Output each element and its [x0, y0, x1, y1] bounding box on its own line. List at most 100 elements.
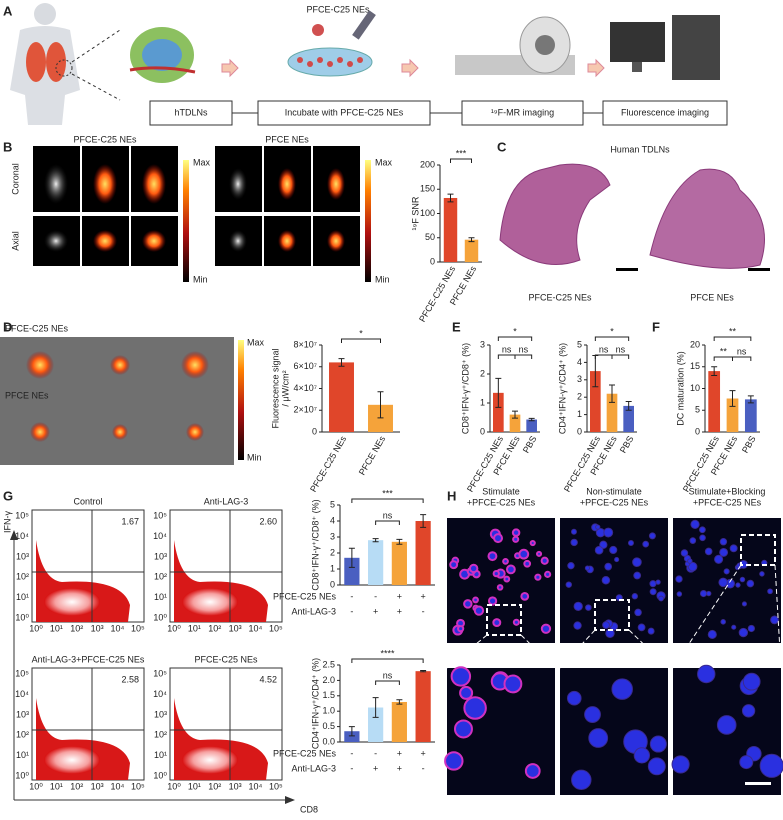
- cell: [687, 558, 693, 564]
- flow-tick: 10³: [91, 781, 104, 791]
- cell: [739, 755, 754, 770]
- treatment-sign: +: [420, 748, 425, 758]
- y-axis-label: Fluorescence signal: [270, 348, 280, 428]
- cell: [357, 57, 363, 63]
- error-bar: [420, 514, 427, 528]
- nanoemulsion: [312, 24, 324, 36]
- flow-tick: 10⁵: [269, 623, 283, 633]
- cell: [604, 562, 613, 571]
- significance: ns: [383, 670, 393, 680]
- y-tick-label: 1: [330, 563, 335, 573]
- step-label: Incubate with PFCE-C25 NEs: [285, 107, 404, 117]
- cell: [735, 582, 741, 588]
- cell: [687, 561, 698, 572]
- y-tick-label: 4: [577, 357, 582, 367]
- cell: [535, 550, 543, 557]
- cell: [759, 571, 765, 577]
- colorbar: [365, 160, 371, 282]
- cell: [658, 595, 664, 602]
- treatment-sign: +: [397, 763, 402, 773]
- y-tick-label: 2.5: [322, 659, 335, 669]
- flow-tick: 10⁰: [167, 623, 181, 633]
- bar: [606, 393, 618, 432]
- error-bar: [372, 697, 379, 718]
- treatment-sign: +: [397, 748, 402, 758]
- condition-title: Non-stimulate: [586, 486, 642, 496]
- tissue: [649, 168, 765, 269]
- flow-tick: 10⁵: [15, 511, 29, 521]
- group-title: PFCE NEs: [265, 134, 309, 144]
- cell: [634, 608, 642, 617]
- x-tick-label: PBS: [521, 434, 539, 455]
- y-tick-label: 5: [695, 405, 700, 415]
- quadrant-percent: 1.67: [121, 516, 139, 526]
- mri-signal: [142, 230, 166, 252]
- condition-title: +PFCE-C25 NEs: [467, 497, 536, 507]
- cell: [729, 544, 738, 553]
- significance: ****: [380, 648, 395, 658]
- y-axis-label: ¹⁹F SNR: [410, 196, 420, 230]
- y-tick-label: 2.0: [322, 675, 335, 685]
- panel-label: D: [3, 319, 12, 334]
- flow-tick: 10³: [16, 551, 29, 561]
- cell: [675, 575, 683, 583]
- treatment-name: PFCE-C25 NEs: [273, 748, 337, 758]
- cell: [566, 690, 582, 706]
- flow-tick: 10⁴: [15, 531, 29, 541]
- flow-tick: 10⁵: [153, 669, 167, 679]
- cell: [602, 621, 610, 629]
- bar: [509, 414, 521, 432]
- stand: [632, 62, 642, 72]
- axis-label: IFN-γ: [2, 511, 12, 533]
- flow-core: [182, 588, 238, 616]
- sig-bracket: [351, 498, 424, 503]
- arrow: [401, 58, 419, 78]
- error-bar: [372, 538, 379, 543]
- cell: [676, 591, 683, 597]
- mri-signal: [278, 230, 296, 252]
- condition-title: PFCE-C25 NEs: [194, 654, 258, 664]
- cell: [649, 580, 657, 588]
- cell: [496, 584, 504, 591]
- error-bar: [396, 699, 403, 705]
- condition-title: Control: [73, 496, 102, 506]
- flow-tick: 10⁰: [153, 770, 167, 780]
- y-tick-label: 15: [690, 361, 700, 371]
- significance: ***: [382, 488, 393, 498]
- significance: ns: [599, 344, 609, 354]
- zoom-line: [774, 564, 782, 669]
- cell: [720, 619, 726, 625]
- panel-label: E: [452, 319, 461, 334]
- cell: [723, 568, 730, 575]
- cell: [633, 747, 651, 764]
- axis-label: CD8: [300, 804, 318, 814]
- flow-tick: 10⁰: [15, 770, 29, 780]
- error-bar: [625, 401, 632, 411]
- y-tick-label: 0.0: [322, 736, 335, 746]
- panel-label: H: [447, 488, 456, 503]
- x-tick-label: PFCE NEs: [357, 434, 388, 477]
- cell: [473, 605, 485, 616]
- cell: [689, 537, 697, 544]
- treatment-sign: -: [350, 748, 353, 758]
- cell: [719, 547, 729, 557]
- y-tick-label: 0: [312, 426, 317, 436]
- bar: [391, 701, 407, 742]
- error-bar: [420, 670, 427, 673]
- cell: [631, 593, 638, 600]
- sig-bracket: [497, 354, 516, 359]
- treatment-sign: -: [350, 591, 353, 601]
- scale-bar: [748, 268, 770, 271]
- cell: [767, 588, 773, 595]
- cell: [472, 596, 479, 604]
- y-axis-label: DC maturation (%): [675, 351, 685, 426]
- cell: [544, 570, 552, 578]
- flow-tick: 10²: [70, 623, 83, 633]
- significance: **: [729, 326, 737, 336]
- agent-label: PFCE-C25 NEs: [306, 4, 370, 14]
- significance: *: [610, 326, 614, 336]
- flow-tick: 10¹: [50, 623, 63, 633]
- panel-title: Human TDLNs: [610, 144, 670, 154]
- cell: [690, 519, 700, 529]
- treatment-name: PFCE-C25 NEs: [273, 591, 337, 601]
